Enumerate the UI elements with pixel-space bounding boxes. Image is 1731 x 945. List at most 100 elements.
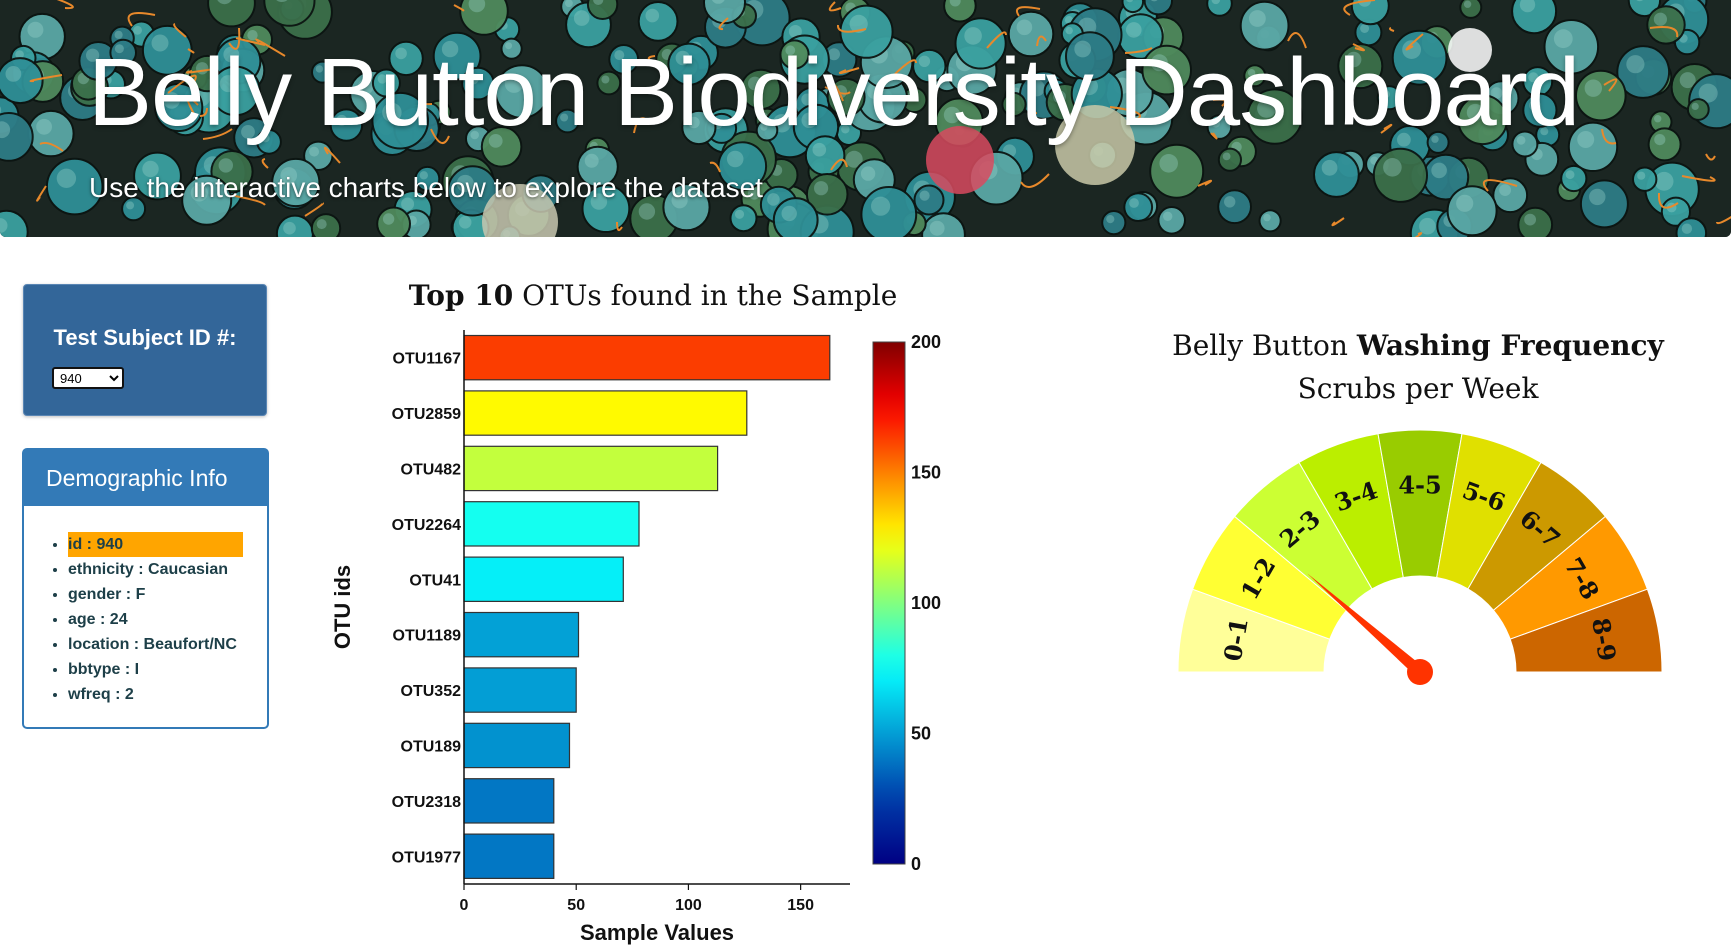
bacteria-cell: [263, 0, 316, 27]
bacteria-cell: [1149, 143, 1205, 199]
demographic-item-location: location : Beaufort/NC: [68, 632, 268, 657]
bacteria-highlight: [133, 25, 143, 35]
bacteria-filament: [1015, 6, 1041, 17]
bacteria-cell: [1632, 166, 1658, 192]
bacteria-cell: [329, 108, 364, 142]
subject-id-dropdown[interactable]: 940: [52, 367, 124, 389]
bacteria-cell: [45, 157, 104, 216]
bacteria-filament: [718, 17, 729, 31]
bacteria-cell: [839, 4, 894, 59]
bacteria-cell: [681, 109, 717, 146]
bacteria-highlight: [27, 21, 44, 38]
bar-otu2318: [463, 778, 555, 824]
bacteria-filament: [167, 74, 197, 94]
bacteria-cell: [210, 65, 261, 117]
bacteria-highlight: [1679, 72, 1696, 89]
bacteria-highlight: [1499, 184, 1511, 197]
bacteria-filament: [36, 185, 47, 202]
header-banner: Belly Button Biodiversity Dashboard Use …: [0, 0, 1731, 237]
bacteria-cell: [27, 109, 75, 158]
bacteria-filament: [430, 128, 450, 144]
bacteria-highlight: [1150, 54, 1168, 72]
bacteria-highlight: [1397, 132, 1411, 147]
bacteria-highlight: [1654, 115, 1662, 123]
bacteria-highlight: [734, 209, 745, 219]
bacteria-cell: [432, 31, 482, 81]
bacteria-highlight: [1519, 0, 1536, 13]
bacteria-cell: [1522, 92, 1558, 128]
bar-otu1977: [463, 833, 555, 879]
bacteria-cell: [0, 112, 34, 162]
bar-otu2264: [463, 501, 640, 547]
bacteria-filament: [1681, 175, 1716, 182]
bacteria-cell: [1446, 185, 1498, 237]
bacteria-colony: [1448, 28, 1492, 72]
bacteria-background-image: [0, 0, 1731, 237]
bacteria-filament: [1380, 123, 1393, 134]
bacteria-highlight: [441, 40, 459, 58]
bacteria-highlight: [1431, 135, 1439, 143]
bacteria-highlight: [468, 0, 486, 13]
bacteria-highlight: [1654, 171, 1674, 191]
bacteria-filament: [39, 141, 64, 152]
bacteria-highlight: [801, 112, 818, 129]
demographic-item-id: id : 940: [68, 532, 243, 557]
demographic-item-wfreq: wfreq : 2: [68, 682, 268, 707]
demographic-info-heading: Demographic Info: [24, 450, 267, 506]
bacteria-highlight: [357, 78, 374, 95]
bacteria-highlight: [1129, 198, 1139, 208]
gauge-title-bold: Washing Frequency: [1356, 329, 1665, 362]
bacteria-highlight: [1419, 217, 1436, 235]
bacteria-cell: [662, 183, 711, 232]
bacteria-highlight: [1653, 12, 1667, 26]
x-tick-label: 150: [787, 897, 814, 914]
bacteria-cell: [729, 204, 758, 233]
colorbar-tick-label: 50: [911, 724, 931, 744]
bacteria-filament: [1197, 179, 1213, 187]
bacteria-highlight: [812, 142, 827, 157]
gauge-title-plain: Belly Button: [1172, 329, 1357, 362]
bacteria-highlight: [126, 201, 135, 210]
bacteria-highlight: [163, 92, 180, 109]
bacteria-cell: [1376, 85, 1402, 111]
bacteria-cell: [0, 57, 44, 105]
bacteria-highlight: [261, 134, 270, 143]
bacteria-filament: [1657, 192, 1679, 209]
bacteria-highlight: [1053, 90, 1066, 104]
bacteria-cell: [755, 118, 779, 142]
y-tick-label: OTU1977: [392, 849, 461, 866]
page-title: Belly Button Biodiversity Dashboard: [88, 39, 1580, 146]
bacteria-cell: [0, 209, 29, 237]
bacteria-filament: [261, 158, 269, 169]
bacteria-cell: [1206, 0, 1233, 17]
demographic-item-age: age : 24: [68, 607, 268, 632]
bacteria-highlight: [943, 106, 961, 124]
bacteria-highlight: [1553, 29, 1573, 49]
bacteria-highlight: [1654, 134, 1666, 146]
bacteria-highlight: [470, 130, 480, 140]
bacteria-highlight: [614, 50, 625, 61]
x-axis-label: Sample Values: [580, 920, 734, 945]
bacteria-cell: [414, 165, 441, 192]
bacteria-cell: [860, 186, 918, 237]
bacteria-filament: [453, 4, 465, 12]
bacteria-highlight: [748, 76, 762, 91]
bacteria-cell: [1492, 177, 1529, 214]
bar-otu2859: [463, 390, 748, 436]
bar-otu482: [463, 445, 719, 492]
bacteria-filament: [828, 1, 842, 12]
bacteria-highlight: [584, 153, 599, 168]
y-tick-label: OTU2318: [392, 794, 461, 811]
bacteria-cell: [1001, 91, 1027, 118]
bacteria-highlight: [1524, 213, 1536, 226]
demographic-item-ethnicity: ethnicity : Caucasian: [68, 557, 268, 582]
gauge-needle: [1307, 573, 1424, 677]
bacteria-highlight: [280, 167, 298, 184]
bacteria-cell: [311, 60, 334, 84]
bacteria-cell: [1101, 210, 1127, 236]
bacteria-filament: [228, 27, 241, 50]
bacteria-cell: [121, 196, 147, 222]
bacteria-filament: [1649, 26, 1679, 38]
bacteria-highlight: [747, 187, 761, 200]
bacteria-filament: [186, 96, 199, 115]
